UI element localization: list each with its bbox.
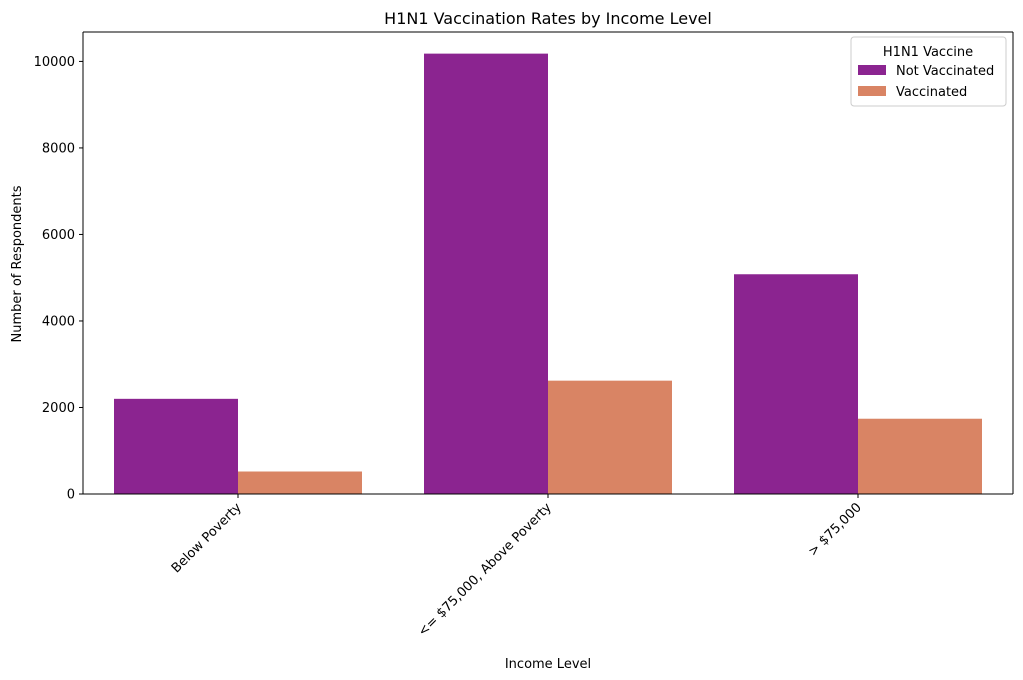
bars-layer — [114, 53, 982, 495]
bar-not-vaccinated-2 — [734, 274, 858, 494]
y-ticks: 0 2000 4000 6000 8000 10000 — [34, 55, 83, 503]
x-axis-label: Income Level — [505, 657, 591, 672]
legend-label-1: Vaccinated — [896, 85, 967, 100]
y-tick-label: 0 — [67, 488, 75, 503]
x-tick-label: <= $75,000, Above Poverty — [416, 500, 556, 640]
bar-not-vaccinated-0 — [114, 398, 238, 494]
y-tick-label: 2000 — [42, 401, 75, 416]
legend-label-0: Not Vaccinated — [896, 64, 994, 79]
x-ticks: Below Poverty <= $75,000, Above Poverty > … — [169, 494, 865, 640]
legend-swatch-0 — [858, 65, 886, 75]
legend-swatch-1 — [858, 86, 886, 96]
y-tick-label: 4000 — [42, 314, 75, 329]
y-tick-label: 6000 — [42, 228, 75, 243]
bar-not-vaccinated-1 — [424, 53, 548, 495]
legend-items: Not Vaccinated Vaccinated — [858, 64, 994, 100]
y-tick-label: 8000 — [42, 141, 75, 156]
legend-title: H1N1 Vaccine — [883, 45, 973, 60]
bar-vaccinated-0 — [238, 471, 362, 494]
x-tick-label: > $75,000 — [806, 500, 865, 559]
bar-vaccinated-2 — [858, 418, 982, 494]
y-axis-label: Number of Respondents — [10, 185, 25, 342]
y-tick-label: 10000 — [34, 55, 75, 70]
x-tick-label: Below Poverty — [169, 500, 245, 576]
legend: H1N1 Vaccine Not Vaccinated Vaccinated — [850, 36, 1007, 107]
chart-title: H1N1 Vaccination Rates by Income Level — [384, 9, 712, 28]
bar-vaccinated-1 — [548, 380, 672, 494]
legend-frame — [850, 36, 1007, 107]
